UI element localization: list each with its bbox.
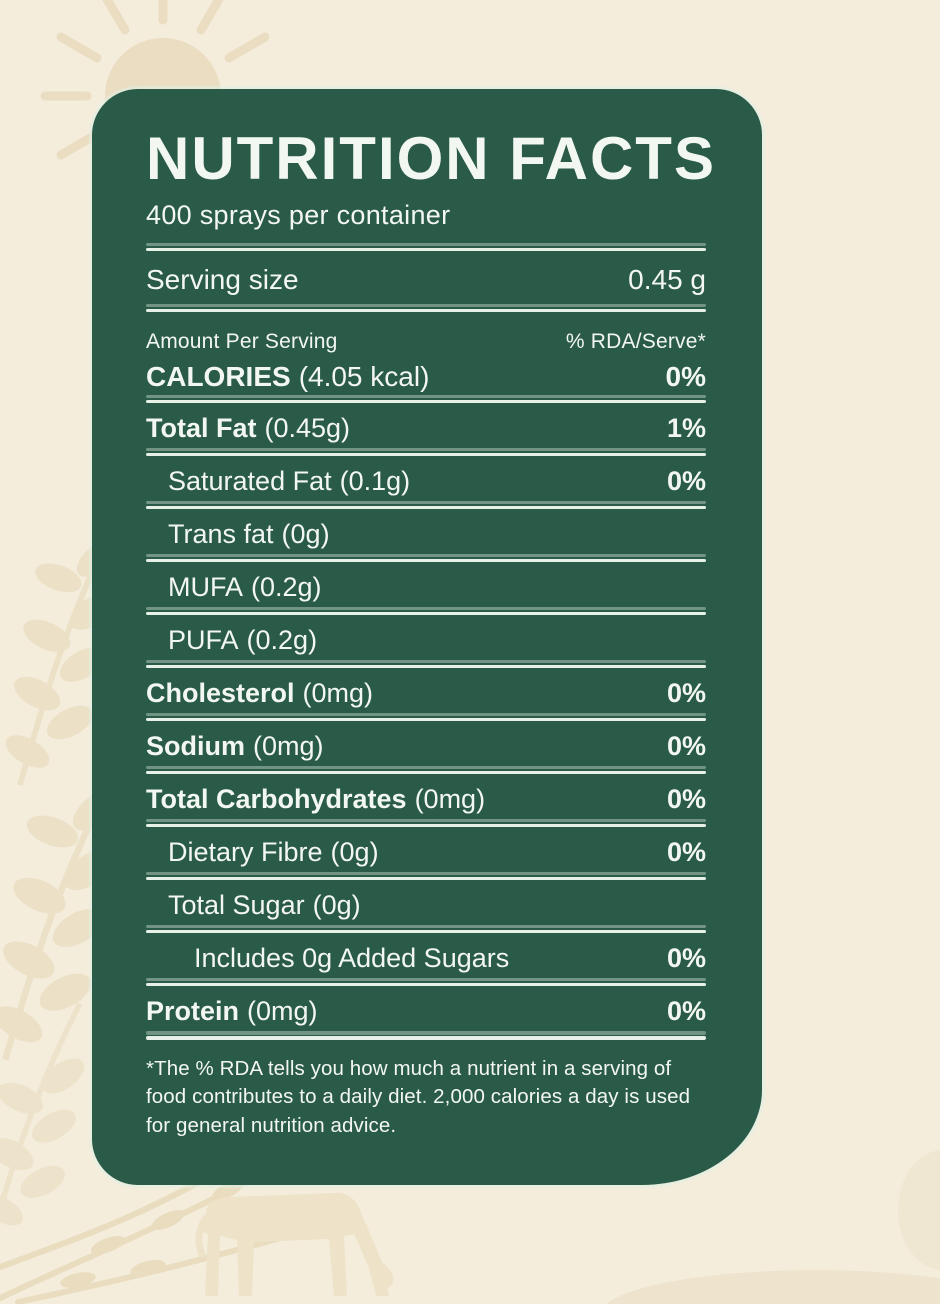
calories-row: CALORIES (4.05 kcal) 0%	[146, 354, 706, 400]
nutrient-amount: (0mg)	[253, 730, 324, 761]
nutrient-name: Total Carbohydrates	[146, 783, 407, 814]
divider	[146, 771, 706, 774]
nutrition-facts-panel: NUTRITION FACTS 400 sprays per container…	[92, 89, 762, 1185]
nutrient-row-cholesterol: Cholesterol (0mg) 0%	[146, 668, 706, 718]
nutrient-name: PUFA	[168, 624, 239, 655]
nutrient-rda: 0%	[666, 465, 706, 496]
nutrient-row-added-sugars: Includes 0g Added Sugars 0%	[146, 933, 706, 983]
nutrient-row-pufa: PUFA (0.2g)	[146, 615, 706, 665]
nutrient-name: Total Sugar	[168, 889, 305, 920]
nutrient-row-total-carbohydrates: Total Carbohydrates (0mg) 0%	[146, 774, 706, 824]
nutrient-rda: 0%	[666, 995, 706, 1026]
divider	[146, 559, 706, 562]
nutrient-rda: 0%	[666, 730, 706, 761]
serving-size-value: 0.45 g	[628, 264, 706, 295]
leaf-branch-icon	[0, 1002, 85, 1226]
cow-icon	[195, 1192, 394, 1296]
nutrient-name: Saturated Fat	[168, 465, 332, 496]
nutrient-row-saturated-fat: Saturated Fat (0.1g) 0%	[146, 456, 706, 506]
nutrient-rda: 0%	[666, 836, 706, 867]
nutrient-amount: (0g)	[281, 518, 330, 549]
nutrient-name: MUFA	[168, 571, 244, 602]
nutrient-row-dietary-fibre: Dietary Fibre (0g) 0%	[146, 827, 706, 877]
nutrient-name: Includes 0g Added Sugars	[194, 942, 510, 973]
calories-amount: (4.05 kcal)	[298, 361, 430, 392]
divider	[146, 612, 706, 615]
nutrient-amount: (0.2g)	[246, 624, 318, 655]
panel-title: NUTRITION FACTS	[146, 125, 716, 192]
hill-shape	[600, 1270, 940, 1304]
serving-size-row: Serving size 0.45 g	[146, 251, 706, 309]
nutrient-amount: (0g)	[312, 889, 361, 920]
divider	[146, 400, 706, 403]
column-headers: Amount Per Serving % RDA/Serve*	[146, 312, 706, 354]
nutrient-row-sodium: Sodium (0mg) 0%	[146, 721, 706, 771]
divider	[146, 983, 706, 986]
rda-footnote: *The % RDA tells you how much a nutrient…	[146, 1057, 691, 1137]
nutrient-rda: 0%	[666, 783, 706, 814]
nutrient-amount: (0.2g)	[251, 571, 322, 602]
divider	[146, 309, 706, 312]
nutrient-rda: 0%	[666, 942, 706, 973]
divider	[146, 665, 706, 668]
nutrient-name: Protein	[146, 995, 240, 1026]
nutrient-row-total-fat: Total Fat (0.45g) 1%	[146, 403, 706, 453]
nutrient-amount: (0.1g)	[339, 465, 411, 496]
nutrient-amount: (0mg)	[302, 677, 374, 708]
nutrient-rda: 1%	[666, 412, 706, 443]
nutrient-rda: 0%	[666, 677, 706, 708]
amount-per-serving-header: Amount Per Serving	[146, 330, 338, 353]
nutrient-name: Sodium	[146, 730, 245, 761]
nutrient-amount: (0.45g)	[264, 412, 351, 443]
divider	[146, 248, 706, 251]
servings-per-container: 400 sprays per container	[146, 200, 451, 230]
divider	[146, 453, 706, 456]
nutrient-name: Dietary Fibre	[168, 836, 323, 867]
divider	[146, 824, 706, 827]
nutrient-row-protein: Protein (0mg) 0%	[146, 986, 706, 1036]
nutrient-amount: (0mg)	[247, 995, 318, 1026]
nutrient-name: Trans fat	[168, 518, 274, 549]
nutrient-name: Total Fat	[146, 412, 257, 443]
calories-label: CALORIES	[146, 361, 291, 392]
rda-per-serve-header: % RDA/Serve*	[565, 330, 706, 353]
nutrient-row-mufa: MUFA (0.2g)	[146, 562, 706, 612]
nutrient-amount: (0mg)	[414, 783, 486, 814]
divider	[146, 1036, 706, 1040]
hill-shape	[898, 1150, 940, 1270]
nutrient-name: Cholesterol	[146, 677, 295, 708]
divider	[146, 718, 706, 721]
divider	[146, 930, 706, 933]
nutrient-row-trans-fat: Trans fat (0g)	[146, 509, 706, 559]
calories-rda: 0%	[665, 361, 706, 392]
nutrient-row-total-sugar: Total Sugar (0g)	[146, 880, 706, 930]
nutrient-amount: (0g)	[330, 836, 379, 867]
serving-size-label: Serving size	[146, 264, 299, 295]
divider	[146, 877, 706, 880]
divider	[146, 506, 706, 509]
